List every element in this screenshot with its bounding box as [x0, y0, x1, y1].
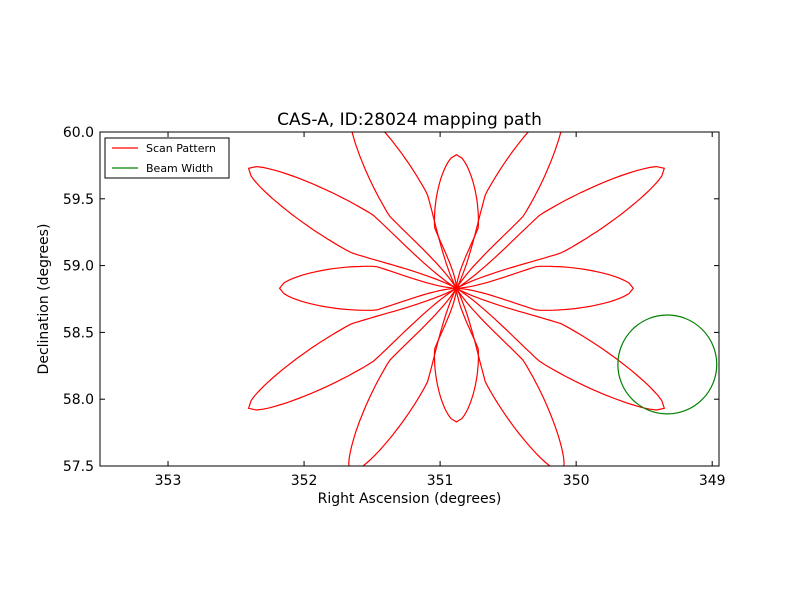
scan-pattern-petal	[433, 288, 479, 423]
y-tick-label: 58.0	[63, 392, 94, 408]
y-axis-label: Declination (degrees)	[36, 224, 52, 375]
axes-frame	[99, 131, 720, 467]
scan-pattern-petal	[351, 132, 457, 289]
y-tick-label: 59.0	[63, 259, 94, 275]
legend-label-beam-width: Beam Width	[146, 162, 213, 175]
scan-pattern-petal	[455, 132, 562, 289]
scan-pattern-petal	[433, 153, 479, 289]
x-axis-label: Right Ascension (degrees)	[318, 491, 502, 507]
legend: Scan Pattern Beam Width	[104, 137, 230, 179]
legend-label-scan-pattern: Scan Pattern	[146, 142, 216, 155]
scan-pattern-petal	[247, 287, 457, 411]
scan-pattern-petal	[456, 265, 635, 311]
scan-pattern-petal	[278, 265, 457, 311]
scan-pattern-petal	[247, 165, 457, 289]
plot-area	[247, 132, 718, 466]
scan-pattern-petal	[455, 287, 565, 466]
scan-pattern-petal	[456, 287, 666, 411]
x-axis: 353 352 351 350 349	[155, 132, 726, 489]
y-axis: 57.5 58.0 58.5 59.0 59.5 60.0	[63, 125, 719, 475]
x-tick-label: 351	[427, 473, 454, 489]
x-tick-label: 352	[291, 473, 318, 489]
y-tick-label: 60.0	[63, 125, 94, 141]
beam-width-circle	[617, 314, 718, 415]
y-tick-label: 58.5	[63, 325, 94, 341]
legend-frame	[104, 137, 230, 179]
x-tick-label: 353	[155, 473, 182, 489]
x-tick-label: 349	[699, 473, 726, 489]
x-tick-label: 350	[563, 473, 590, 489]
chart-title: CAS-A, ID:28024 mapping path	[277, 110, 542, 130]
y-tick-label: 59.5	[63, 192, 94, 208]
y-tick-label: 57.5	[63, 459, 94, 475]
scan-pattern-petal	[456, 165, 666, 289]
